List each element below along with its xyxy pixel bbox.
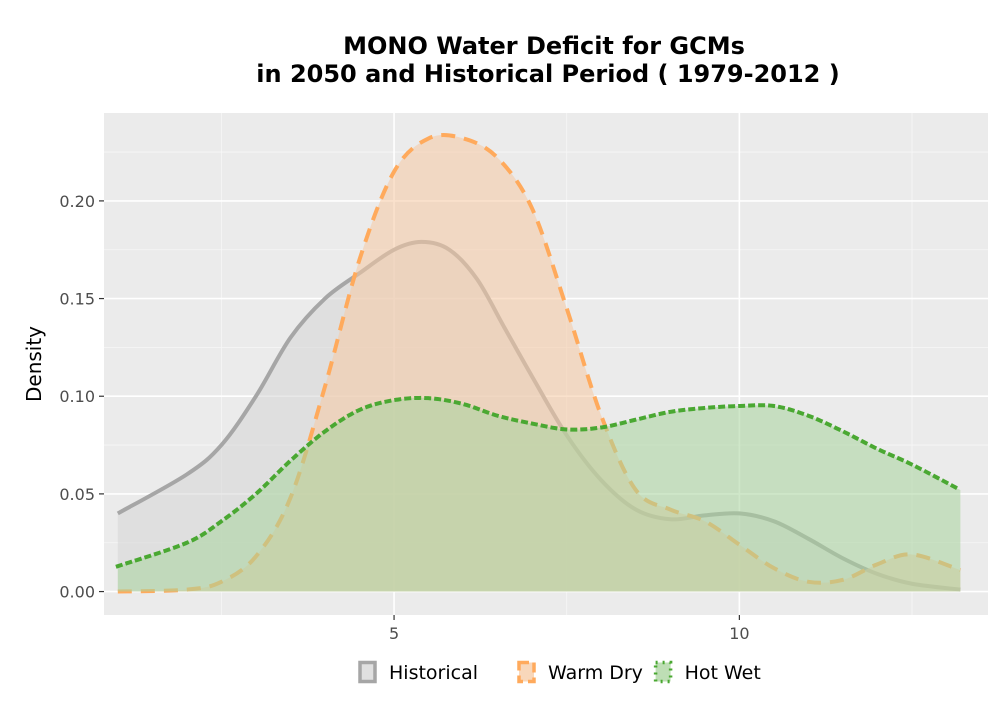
density-line-hot-wet — [115, 395, 964, 569]
legend-key — [653, 660, 673, 684]
legend-key — [358, 660, 377, 684]
legend-key-fill — [655, 662, 671, 682]
chart-subtitle: in 2050 and Historical Period ( 1979-201… — [256, 60, 839, 88]
x-tick-label: 10 — [729, 624, 749, 643]
legend-item-historical: Historical — [358, 660, 478, 684]
legend-item-warm-dry: Warm Dry — [517, 660, 643, 684]
y-tick-label: 0.10 — [59, 387, 95, 406]
y-tick-label: 0.00 — [59, 583, 95, 602]
legend-key-fill — [519, 662, 534, 682]
legend-label: Hot Wet — [685, 662, 761, 684]
legend-label: Historical — [389, 662, 478, 684]
y-tick-label: 0.05 — [59, 485, 95, 504]
legend-label: Warm Dry — [548, 662, 643, 684]
legend-key — [517, 660, 536, 684]
density-area-hot-wet — [117, 397, 961, 592]
axis-layer: 0.00 0.05 0.10 0.15 0.20 5 10 — [59, 192, 749, 643]
y-axis-title: Density — [22, 326, 46, 402]
legend: Historical Warm Dry Hot Wet — [358, 660, 761, 684]
x-tick-label: 5 — [389, 624, 399, 643]
chart-title: MONO Water Deficit for GCMs — [343, 32, 745, 60]
series-layer — [115, 133, 964, 594]
legend-key-fill — [360, 662, 375, 682]
y-tick-label: 0.15 — [59, 290, 95, 309]
y-tick-label: 0.20 — [59, 192, 95, 211]
legend-item-hot-wet: Hot Wet — [653, 660, 761, 684]
